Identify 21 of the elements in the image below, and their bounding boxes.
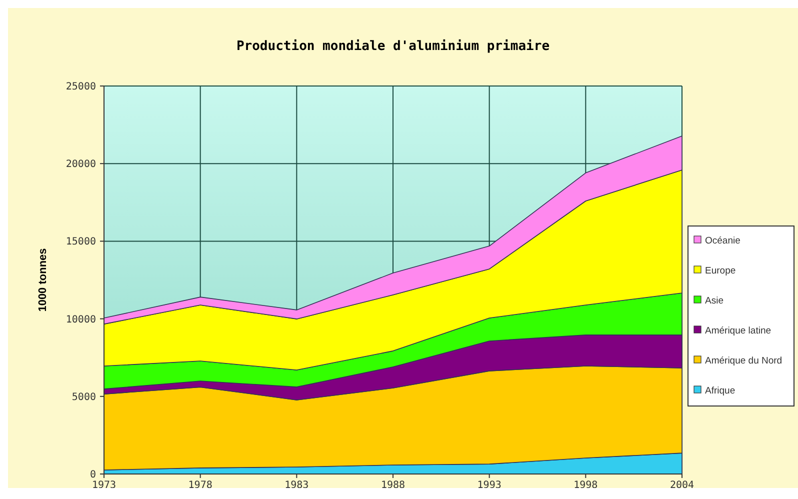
x-tick-label: 1988 <box>380 480 406 491</box>
x-tick-label: 1993 <box>477 480 502 491</box>
x-tick-label: 1983 <box>284 480 309 491</box>
x-tick-label: 2004 <box>670 480 694 491</box>
x-tick-label: 1973 <box>92 480 116 491</box>
legend-label: Amérique latine <box>705 325 772 336</box>
legend-label: Afrique <box>705 385 736 396</box>
x-tick-label: 1978 <box>188 480 212 491</box>
y-tick-label: 10000 <box>66 314 96 326</box>
y-tick-label: 20000 <box>66 159 96 170</box>
y-tick-label: 5000 <box>72 392 96 403</box>
y-tick-label: 0 <box>90 470 96 480</box>
chart-title: Production mondiale d'aluminium primaire <box>236 39 550 54</box>
legend-label: Asie <box>705 295 724 306</box>
y-axis-title: 1000 tonnes <box>37 248 49 312</box>
y-tick-label: 25000 <box>66 82 96 92</box>
x-tick-label: 1998 <box>574 480 598 491</box>
legend-label: Océanie <box>705 235 740 246</box>
legend-label: Europe <box>705 265 736 276</box>
y-tick-label: 15000 <box>66 236 96 248</box>
text: Amérique du Nord <box>705 355 782 366</box>
